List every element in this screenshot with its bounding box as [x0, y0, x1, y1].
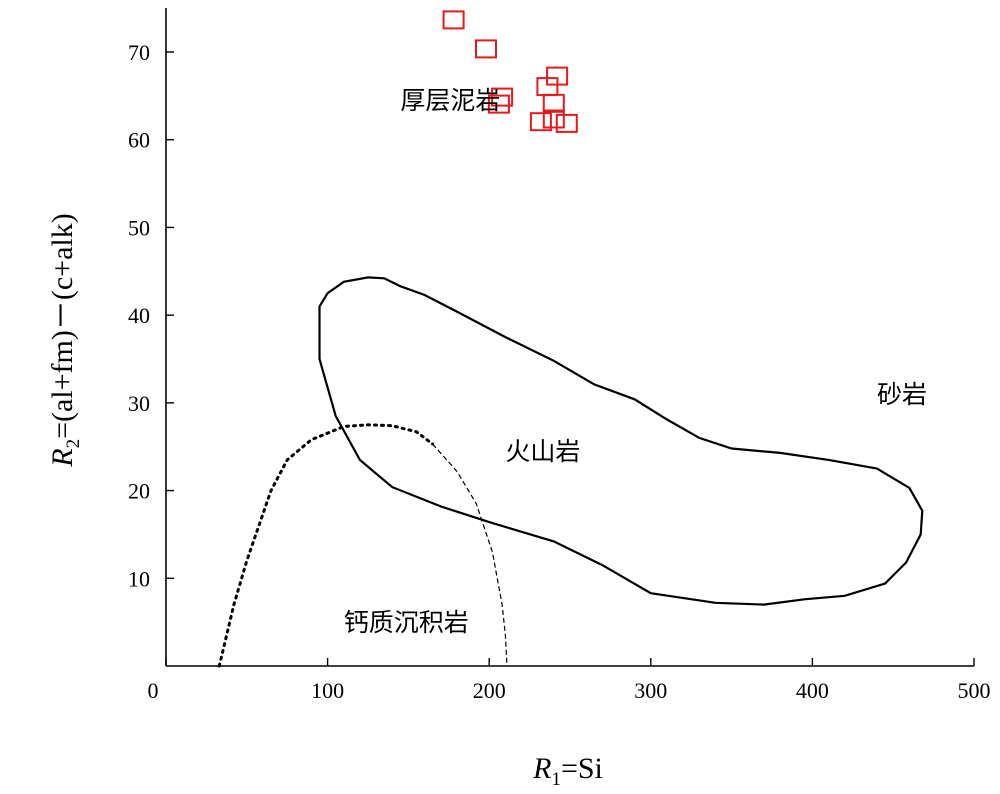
data-point-2	[491, 87, 514, 107]
y-tick-label-40: 40	[128, 303, 150, 328]
x-ticks: 0 100 200 300 400 500	[148, 658, 991, 703]
y-tick-label-70: 70	[128, 40, 150, 65]
y-tick-label-30: 30	[128, 391, 150, 416]
region-label-3: 钙质沉积岩	[344, 608, 469, 637]
x-tick-label-200: 200	[473, 678, 506, 703]
y-axis-sub: 2	[63, 439, 84, 449]
x-tick-label-100: 100	[311, 678, 344, 703]
x-axis-sub: 1	[551, 769, 561, 790]
x-tick-label-400: 400	[796, 678, 829, 703]
x-tick-label-500: 500	[958, 678, 991, 703]
axes	[165, 8, 974, 667]
data-point-5	[546, 66, 569, 86]
x-axis-var: R	[532, 752, 551, 785]
data-point-9	[555, 113, 578, 133]
boundary-dotted-1	[217, 423, 435, 668]
y-axis-var: R	[46, 448, 79, 467]
data-point-0	[442, 10, 465, 30]
y-axis-title: R2=(al+fm)－(c+alk)	[46, 213, 84, 468]
y-ticks: 10 20 30 40 50 60 70	[128, 40, 174, 591]
x-axis-rest: =Si	[561, 752, 603, 785]
region-label-0: 厚层泥岩	[400, 86, 500, 115]
data-points	[442, 10, 578, 133]
region-label-1: 砂岩	[877, 380, 927, 409]
data-point-3	[487, 94, 510, 114]
x-axis-title: R1=Si	[532, 752, 603, 790]
y-axis-rest: =(al+fm)－(c+alk)	[46, 213, 79, 439]
region-boundaries	[217, 276, 924, 668]
x-tick-label-0: 0	[148, 678, 159, 703]
y-tick-label-50: 50	[128, 215, 150, 240]
data-point-6	[542, 93, 565, 113]
x-tick-label-300: 300	[634, 678, 667, 703]
data-point-1	[475, 39, 497, 59]
data-point-8	[542, 109, 565, 129]
boundary-dashed-2	[432, 443, 508, 667]
y-tick-label-60: 60	[128, 128, 150, 153]
boundary-solid-0	[318, 276, 924, 606]
y-tick-label-20: 20	[128, 479, 150, 504]
data-point-7	[529, 112, 552, 132]
region-label-2: 火山岩	[505, 437, 580, 466]
y-tick-label-10: 10	[128, 566, 150, 591]
